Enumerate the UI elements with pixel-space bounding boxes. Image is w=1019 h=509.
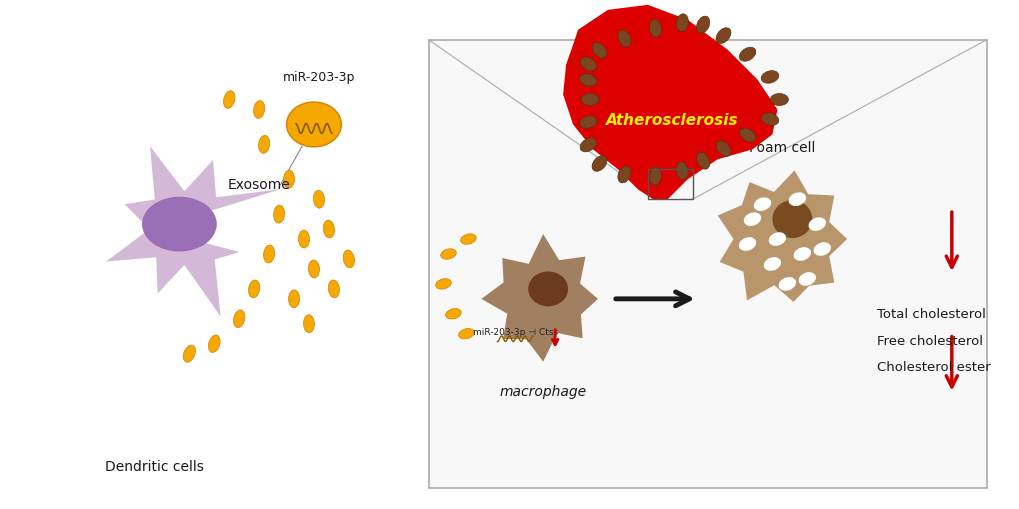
Ellipse shape — [580, 138, 596, 153]
Ellipse shape — [739, 48, 755, 62]
Text: Foam cell: Foam cell — [749, 141, 815, 155]
Ellipse shape — [223, 92, 234, 109]
Ellipse shape — [581, 94, 598, 106]
Ellipse shape — [313, 191, 324, 209]
Ellipse shape — [676, 15, 688, 33]
Ellipse shape — [580, 58, 596, 72]
Bar — [647, 170, 692, 200]
Ellipse shape — [591, 44, 606, 59]
Text: miR-203-3p: miR-203-3p — [282, 70, 355, 83]
Ellipse shape — [777, 277, 795, 291]
Text: macrophage: macrophage — [499, 384, 586, 398]
Ellipse shape — [788, 193, 805, 207]
Ellipse shape — [579, 117, 596, 129]
Ellipse shape — [263, 245, 274, 264]
Ellipse shape — [528, 272, 568, 307]
Ellipse shape — [308, 261, 319, 278]
Ellipse shape — [258, 136, 269, 154]
Ellipse shape — [286, 103, 341, 148]
Ellipse shape — [763, 258, 781, 271]
Polygon shape — [481, 235, 597, 362]
Ellipse shape — [649, 168, 660, 186]
Ellipse shape — [208, 335, 220, 353]
Polygon shape — [562, 6, 776, 200]
Ellipse shape — [618, 31, 631, 48]
Ellipse shape — [753, 198, 770, 212]
Ellipse shape — [696, 153, 709, 170]
Ellipse shape — [768, 233, 786, 246]
Ellipse shape — [618, 166, 631, 184]
Ellipse shape — [440, 249, 455, 260]
Ellipse shape — [445, 309, 461, 320]
Ellipse shape — [142, 197, 217, 252]
Text: Exosome: Exosome — [227, 178, 290, 192]
Ellipse shape — [769, 94, 788, 106]
Text: Cholesterol ester: Cholesterol ester — [876, 360, 989, 374]
Ellipse shape — [591, 156, 606, 172]
Ellipse shape — [738, 238, 755, 251]
Ellipse shape — [743, 213, 760, 227]
Ellipse shape — [760, 72, 779, 84]
Ellipse shape — [233, 310, 245, 328]
Text: Dendritic cells: Dendritic cells — [105, 459, 204, 473]
Text: Atherosclerosis: Atherosclerosis — [606, 112, 739, 128]
Ellipse shape — [813, 243, 830, 257]
Ellipse shape — [461, 234, 476, 245]
Ellipse shape — [739, 129, 755, 143]
FancyBboxPatch shape — [428, 41, 985, 488]
Ellipse shape — [249, 280, 260, 298]
Ellipse shape — [435, 279, 450, 290]
Ellipse shape — [771, 201, 811, 239]
Ellipse shape — [304, 315, 314, 333]
Ellipse shape — [299, 231, 309, 248]
Ellipse shape — [808, 218, 825, 232]
Ellipse shape — [760, 114, 779, 126]
Ellipse shape — [254, 101, 265, 119]
Ellipse shape — [798, 272, 815, 286]
Ellipse shape — [342, 250, 355, 268]
Ellipse shape — [649, 20, 660, 38]
Text: Free cholesterol: Free cholesterol — [876, 334, 982, 348]
Ellipse shape — [579, 74, 596, 87]
Ellipse shape — [676, 162, 688, 180]
Ellipse shape — [793, 248, 810, 261]
Ellipse shape — [696, 17, 709, 34]
Ellipse shape — [323, 221, 334, 239]
Ellipse shape — [288, 290, 300, 308]
Ellipse shape — [328, 280, 339, 298]
Text: miR-203-3p ⊣ Ctss: miR-203-3p ⊣ Ctss — [472, 327, 557, 336]
Text: Total cholesterol: Total cholesterol — [876, 308, 985, 321]
Polygon shape — [717, 171, 847, 302]
Ellipse shape — [459, 329, 474, 340]
Ellipse shape — [183, 346, 196, 362]
Ellipse shape — [273, 206, 284, 223]
Ellipse shape — [715, 142, 731, 157]
Ellipse shape — [715, 29, 731, 44]
Polygon shape — [106, 147, 281, 317]
Ellipse shape — [283, 171, 294, 189]
